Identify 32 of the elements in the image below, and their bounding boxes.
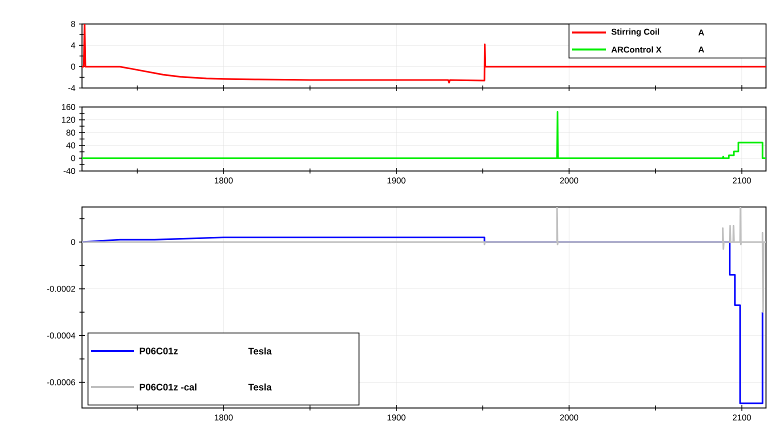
line-series bbox=[82, 110, 766, 159]
y-tick-label: 8 bbox=[71, 21, 76, 27]
x-tick-label: 2100 bbox=[732, 414, 751, 421]
y-tick-label: -0.0006 bbox=[47, 379, 76, 386]
y-tick-label: 0 bbox=[71, 239, 76, 246]
annotation: A bbox=[698, 30, 704, 36]
x-tick-label: 1800 bbox=[214, 414, 233, 421]
y-tick-label: 80 bbox=[66, 130, 76, 136]
y-tick-label: -40 bbox=[64, 168, 76, 174]
annotation: Tesla bbox=[248, 384, 272, 390]
y-tick-label: 0 bbox=[71, 155, 76, 162]
x-tick-label: 2000 bbox=[560, 414, 578, 421]
y-tick-label: -0.0004 bbox=[47, 332, 76, 339]
y-tick-label: -0.0002 bbox=[47, 286, 76, 292]
legend-label: P06C01z bbox=[140, 348, 178, 354]
y-tick-label: 120 bbox=[62, 116, 76, 123]
y-tick-label: -4 bbox=[68, 85, 76, 91]
annotation: Tesla bbox=[248, 348, 272, 354]
x-tick-label: 1800 bbox=[214, 178, 233, 184]
annotation: A bbox=[698, 46, 704, 52]
y-tick-label: 0 bbox=[71, 64, 76, 70]
line-series bbox=[82, 207, 766, 313]
x-tick-label: 1900 bbox=[388, 414, 406, 421]
x-tick-label: 2000 bbox=[560, 178, 578, 184]
legend-label: P06C01z -cal bbox=[140, 384, 196, 390]
y-tick-label: 160 bbox=[62, 104, 76, 110]
legend-label: Stirring Coil bbox=[611, 28, 660, 36]
y-tick-label: 40 bbox=[66, 142, 76, 148]
x-tick-label: 2100 bbox=[732, 178, 751, 184]
legend-label: ARControl X bbox=[611, 46, 662, 53]
y-tick-label: 4 bbox=[70, 42, 76, 48]
x-tick-label: 1900 bbox=[388, 178, 406, 184]
